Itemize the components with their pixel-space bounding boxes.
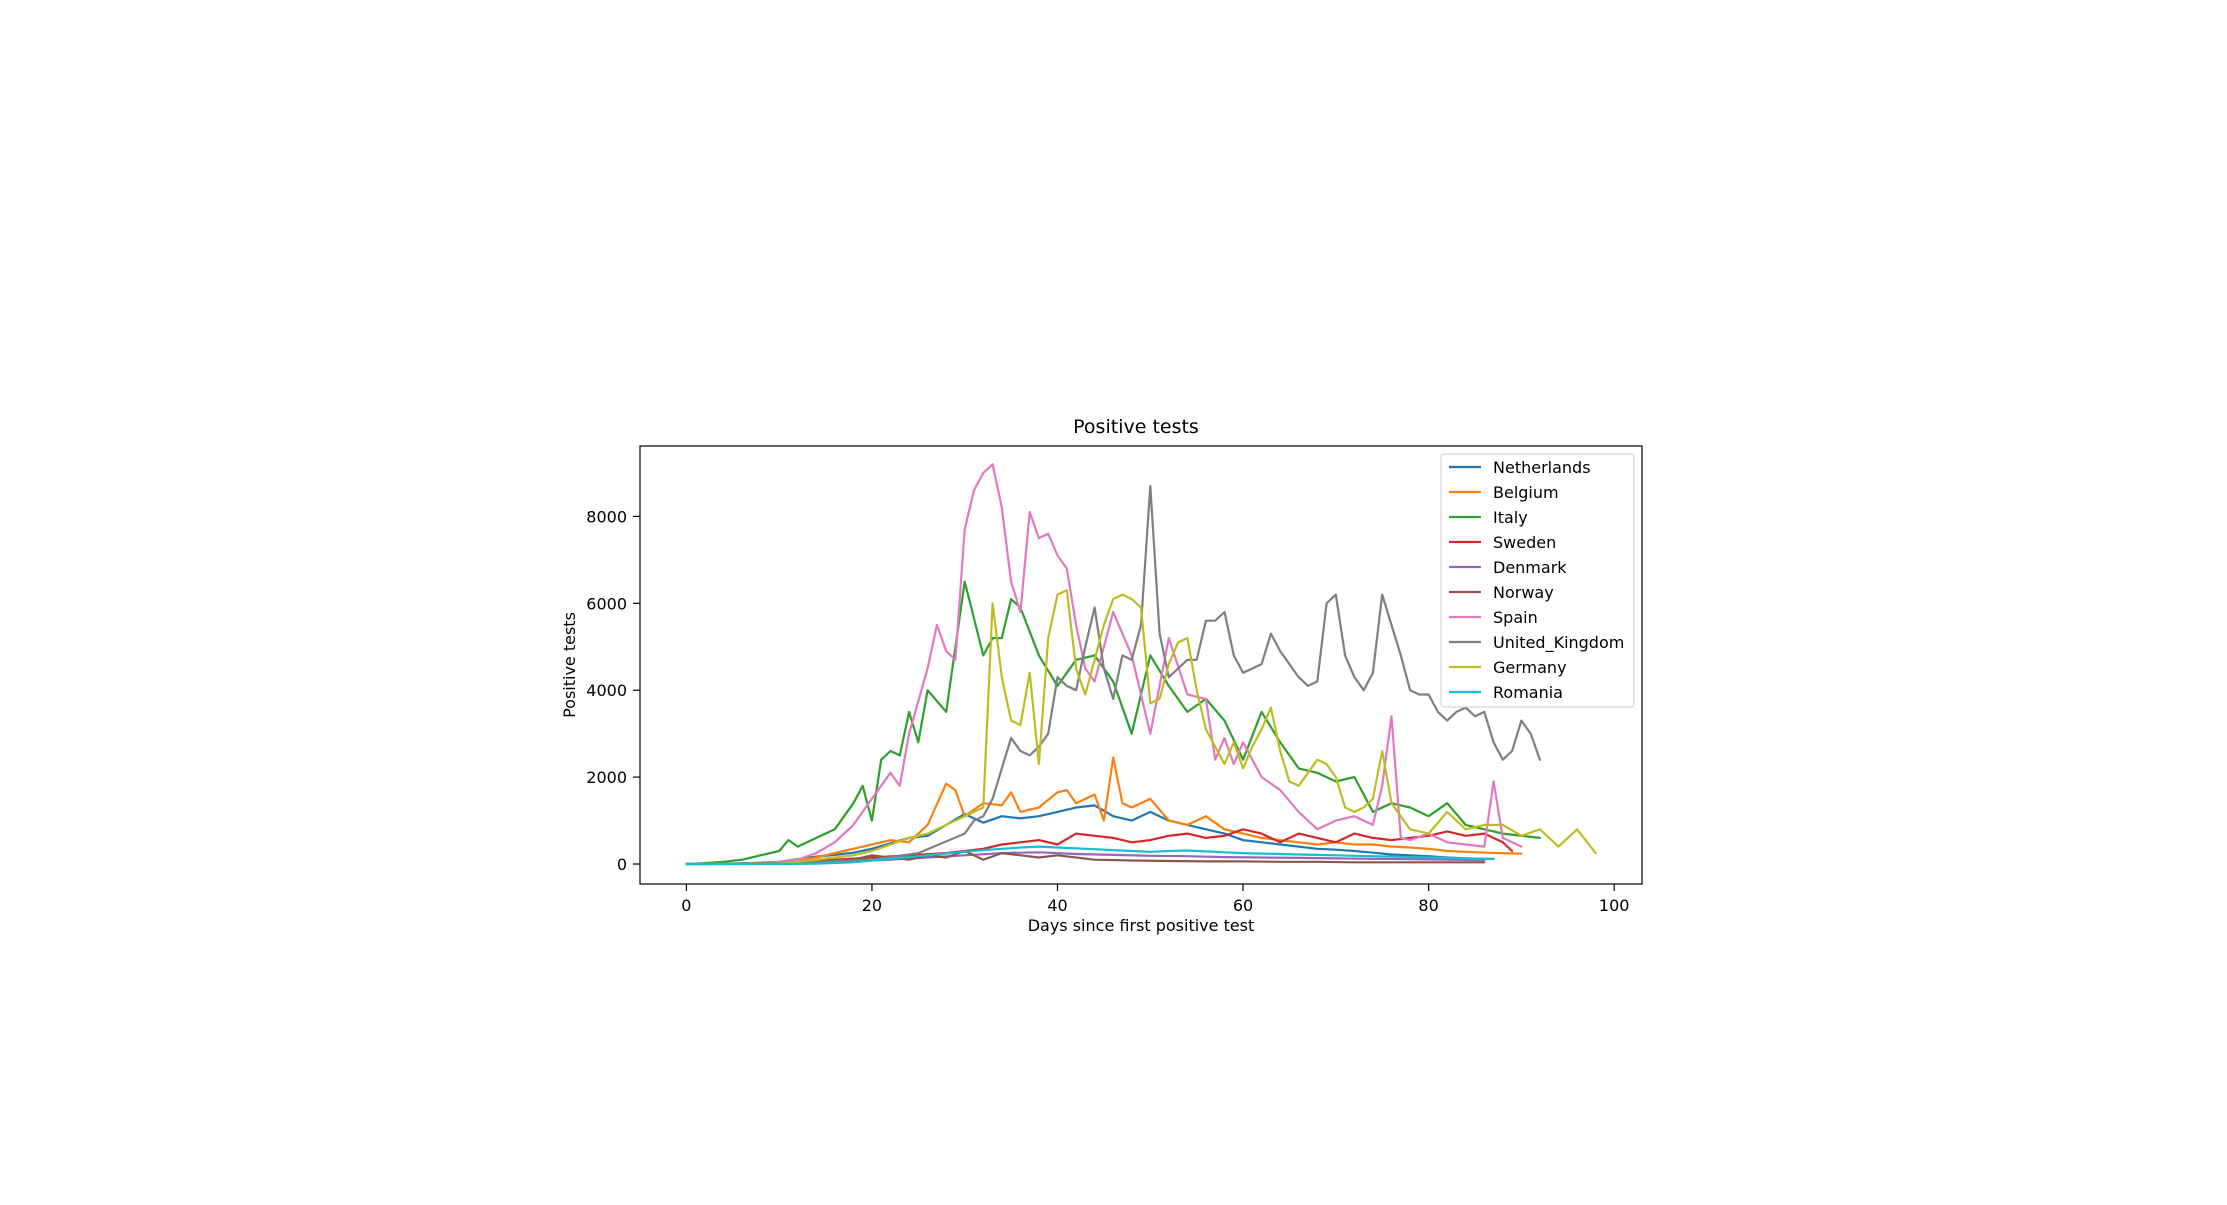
y-tick-label: 4000 [586,681,627,700]
x-tick-label: 20 [862,896,882,915]
y-axis-ticks: 0 2000 4000 6000 8000 [586,507,640,874]
legend-items: Netherlands Belgium Italy Sweden Denmark Norw… [1449,458,1624,702]
x-tick-label: 60 [1233,896,1253,915]
legend-label-sweden: Sweden [1493,533,1556,552]
x-tick-label: 0 [681,896,691,915]
legend: Netherlands Belgium Italy Sweden Denmark Norw… [1440,453,1635,708]
legend-box [1440,453,1635,708]
y-tick-label: 2000 [586,768,627,787]
legend-label-netherlands: Netherlands [1493,458,1591,477]
y-axis-label: Positive tests [560,612,579,718]
chart-title: Positive tests [1073,416,1199,438]
series-line-norway [685,849,1486,866]
y-tick-label: 8000 [586,507,627,526]
series-layer [685,463,1597,866]
x-tick-label: 40 [1047,896,1067,915]
legend-label-spain: Spain [1493,608,1538,627]
series-line-germany [685,589,1597,866]
legend-label-italy: Italy [1493,508,1528,527]
series-line-belgium [685,756,1523,866]
x-axis-ticks: 0 20 40 60 80 100 [681,884,1629,915]
series-line-romania [685,845,1495,866]
x-tick-label: 80 [1418,896,1438,915]
series-line-united-kingdom [685,484,1542,866]
legend-label-germany: Germany [1493,658,1567,677]
legend-label-united-kingdom: United_Kingdom [1493,633,1624,653]
legend-label-denmark: Denmark [1493,558,1567,577]
legend-label-norway: Norway [1493,583,1554,602]
y-tick-label: 0 [617,855,627,874]
y-tick-label: 6000 [586,594,627,613]
axes-frame [639,445,1643,885]
x-axis-label: Days since first positive test [1028,916,1255,935]
legend-label-belgium: Belgium [1493,483,1559,502]
legend-label-romania: Romania [1493,683,1563,702]
x-tick-label: 100 [1599,896,1630,915]
